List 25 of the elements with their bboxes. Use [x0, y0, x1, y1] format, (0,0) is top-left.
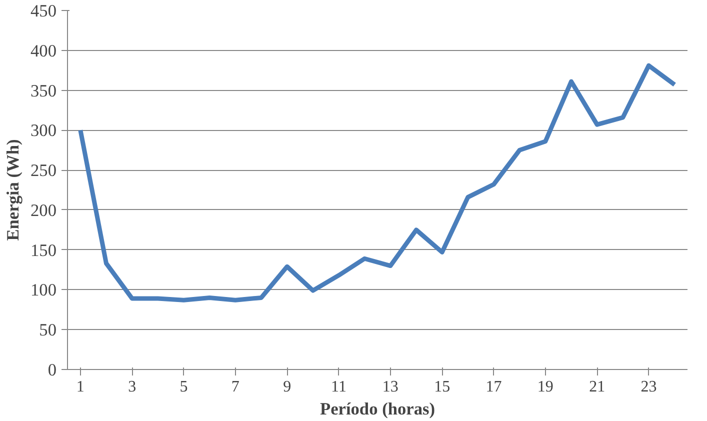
x-tick-label: 3	[128, 378, 136, 396]
x-tick-label: 17	[486, 378, 502, 396]
y-tick-label: 400	[30, 41, 57, 60]
y-tick-label: 0	[48, 360, 57, 380]
x-tick-label: 7	[231, 378, 240, 396]
x-tick-label: 11	[331, 378, 346, 396]
y-tick-label: 300	[30, 121, 57, 140]
line-series	[78, 63, 677, 302]
x-tick-label: 9	[283, 378, 292, 396]
x-tick-label: 21	[589, 378, 606, 396]
x-tick-label: 13	[382, 378, 398, 396]
y-tick-label: 450	[30, 2, 57, 20]
y-tick-label: 50	[39, 320, 56, 340]
y-tick-label: 350	[30, 81, 57, 100]
y-tick-label: 200	[30, 200, 57, 220]
x-tick-label: 19	[537, 378, 554, 396]
x-tick-label: 15	[434, 378, 450, 396]
x-tick-label: 1	[76, 378, 84, 396]
y-axis-title: Energia (Wh)	[4, 138, 23, 241]
y-tick-label: 100	[30, 280, 57, 300]
x-tick-label: 5	[180, 378, 188, 396]
y-tick-label: 150	[30, 240, 57, 260]
x-axis-title: Período (horas)	[320, 400, 436, 418]
x-tick-label: 23	[640, 378, 657, 396]
y-tick-label: 250	[30, 161, 57, 180]
